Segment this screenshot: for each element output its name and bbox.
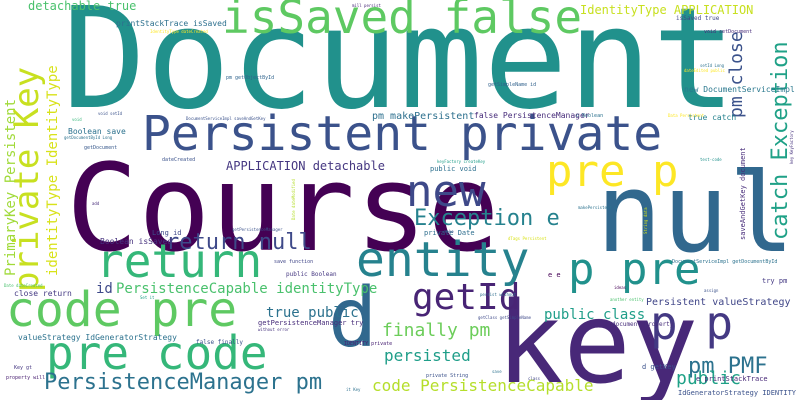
cloud-word: void — [72, 118, 82, 122]
cloud-word: identityType IdentityType — [46, 65, 60, 276]
cloud-word: Set it — [140, 296, 154, 300]
cloud-word: public class — [544, 308, 645, 322]
cloud-word: private String — [426, 374, 468, 379]
cloud-word: getPersistenceManager — [232, 228, 283, 232]
cloud-word: isSaved false — [222, 0, 582, 40]
cloud-word: makePersistent c — [578, 206, 617, 210]
cloud-word: getDocumentById Long — [64, 136, 112, 140]
cloud-word: c Boolean — [576, 114, 603, 119]
cloud-word: valueStrategy IdGeneratorStrategy — [18, 334, 177, 342]
cloud-word: add — [92, 202, 99, 206]
cloud-word: e printStackTrace — [696, 376, 768, 383]
cloud-word: PrimaryKey Persistent — [4, 99, 18, 276]
cloud-word: persisted — [384, 348, 471, 364]
cloud-word: pm makePersistent — [372, 112, 474, 122]
cloud-word: new DocumentServiceImpl — [684, 86, 795, 94]
cloud-word: printStackTrace isSaved — [116, 20, 227, 28]
cloud-word: PersistenceCapable identityType — [116, 282, 377, 296]
cloud-word: Date dateModified — [292, 179, 296, 220]
cloud-word: key KeyFactory — [790, 130, 794, 164]
cloud-word: DocumentServiceImpl getDocumentById — [672, 260, 777, 265]
cloud-word: IdentityType APPLICATION — [580, 4, 753, 16]
cloud-word: void setDocument — [704, 30, 752, 35]
cloud-word: public void — [430, 166, 476, 173]
cloud-word: false finally — [196, 340, 243, 346]
cloud-word: saveAndGetKey document — [740, 147, 747, 240]
cloud-word: ideas — [614, 286, 626, 290]
cloud-word: getSimpleName id — [488, 83, 536, 88]
cloud-word: Boolean isSaved — [100, 238, 172, 246]
cloud-word: e e — [548, 272, 561, 279]
cloud-word: Long id — [152, 230, 182, 237]
cloud-word: getId — [412, 280, 520, 316]
cloud-word: PersistenceManager pm — [44, 372, 322, 394]
cloud-word: try pm — [762, 278, 787, 285]
cloud-word: test-code — [700, 158, 722, 162]
cloud-word: dateEdited public — [684, 69, 725, 73]
cloud-word: save — [492, 370, 502, 374]
cloud-word: id — [96, 282, 113, 296]
cloud-word: getClass getSimpleName — [478, 316, 531, 320]
cloud-word: false PersistenceManager — [474, 112, 590, 120]
cloud-word: IdentityType dateCreated — [150, 30, 208, 34]
cloud-word: getPersistenceManager try — [258, 320, 363, 327]
cloud-word: pre p — [546, 150, 678, 194]
cloud-word: assign — [704, 289, 718, 293]
cloud-word: Date dateCreated — [4, 284, 43, 288]
cloud-word: APPLICATION detachable — [226, 160, 385, 172]
cloud-word: dateCreated — [162, 158, 195, 163]
cloud-word: pm getObjectById — [226, 76, 274, 81]
cloud-word: class — [528, 377, 540, 381]
cloud-word: property will — [6, 376, 45, 381]
cloud-word: persist without — [480, 293, 516, 297]
cloud-word: without error — [258, 328, 289, 332]
cloud-word: it Key — [346, 388, 360, 392]
cloud-word: another entity — [610, 298, 644, 302]
cloud-word: true public — [266, 306, 359, 320]
cloud-word: public Boolean — [286, 272, 337, 278]
cloud-word: Data Persistent — [668, 114, 704, 118]
cloud-word: finally pm — [382, 322, 490, 340]
cloud-word: IdGeneratorStrategy IDENTITY — [678, 390, 796, 397]
cloud-word: make — [444, 230, 454, 234]
cloud-word: return null — [166, 232, 312, 254]
cloud-word: dTags Persistent — [508, 237, 547, 241]
cloud-word: IDENTITY private — [344, 342, 392, 347]
cloud-word: close return — [14, 290, 72, 298]
cloud-word: Persistent valueStrategy — [646, 298, 791, 308]
cloud-word: getDocument — [84, 146, 117, 151]
cloud-word: code PersistenceCapable — [372, 378, 594, 394]
cloud-word: DocumentServiceImpl saveAndGetKey — [186, 117, 265, 121]
cloud-word: Exception e — [414, 208, 560, 230]
cloud-word: isSaved true — [676, 16, 719, 22]
cloud-word: p pre — [568, 248, 700, 292]
cloud-word: pm close — [728, 31, 746, 118]
cloud-word: detachable true — [28, 0, 136, 12]
cloud-word: String data — [644, 208, 648, 235]
cloud-word: Key gt — [14, 366, 32, 371]
cloud-word: save function — [274, 260, 313, 265]
cloud-word: keyFactory createKey — [437, 160, 485, 164]
cloud-word: d getKey — [642, 364, 676, 371]
cloud-word: mill persist — [352, 4, 381, 8]
cloud-word: document property — [612, 322, 673, 328]
cloud-word: void setId — [98, 112, 122, 116]
